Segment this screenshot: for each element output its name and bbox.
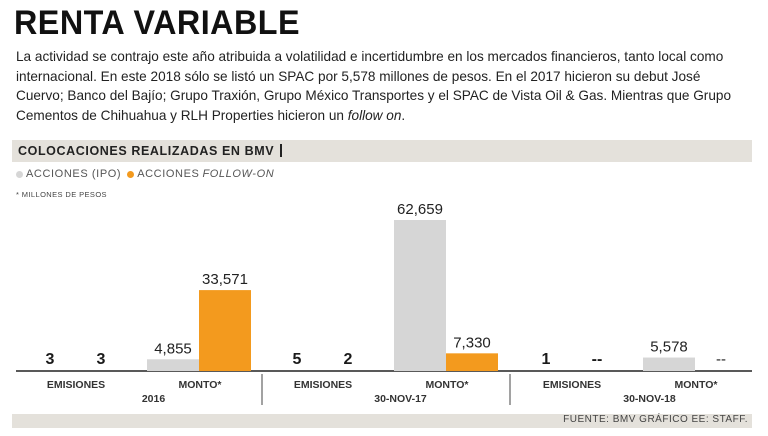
units-note: * MILLONES DE PESOS <box>16 190 107 199</box>
legend-item-follow-on: ACCIONES FOLLOW-ON <box>127 168 274 180</box>
legend-swatch-follow-on <box>127 170 135 178</box>
value-label-ipo: 62,659 <box>397 201 443 218</box>
value-label-follow-on: 7,330 <box>453 334 491 351</box>
legend-label-ipo: ACCIONES (IPO) <box>26 168 122 180</box>
value-label-follow-on: 33,571 <box>202 271 248 288</box>
emisiones-count-ipo: 1 <box>542 351 551 368</box>
category-label-emisiones: EMISIONES <box>543 379 601 391</box>
emisiones-count-ipo: 5 <box>293 351 302 368</box>
bar-follow-on <box>446 353 498 371</box>
section-header: COLOCACIONES REALIZADAS EN BMV <box>18 144 282 158</box>
legend-item-ipo: ACCIONES (IPO) <box>16 168 121 180</box>
bar-ipo <box>394 220 446 371</box>
intro-text-end: . <box>401 107 406 123</box>
section-header-text: COLOCACIONES REALIZADAS EN BMV <box>18 144 275 158</box>
emisiones-count-follow-on: 2 <box>344 351 353 368</box>
intro-paragraph: La actividad se contrajo este año atribu… <box>16 47 746 125</box>
intro-text: La actividad se contrajo este año atribu… <box>16 49 732 123</box>
emisiones-count-follow-on: -- <box>592 351 603 368</box>
value-label-ipo: 5,578 <box>650 339 688 356</box>
period-label: 2016 <box>142 393 166 405</box>
legend-label-follow-on-italic: FOLLOW-ON <box>202 168 275 180</box>
header-cursor-mark <box>280 144 282 157</box>
emisiones-count-ipo: 3 <box>46 351 55 368</box>
section-header-bar: COLOCACIONES REALIZADAS EN BMV <box>12 140 752 162</box>
legend-swatch-ipo <box>16 170 23 178</box>
intro-italic-term: follow on <box>347 107 402 123</box>
bar-ipo <box>147 359 199 371</box>
bar-ipo <box>643 357 695 371</box>
chart-legend: ACCIONES (IPO) ACCIONES FOLLOW-ON <box>16 168 280 180</box>
bar-follow-on <box>199 290 251 371</box>
legend-label-follow-on-prefix: ACCIONES <box>137 168 200 180</box>
period-label: 30-NOV-18 <box>623 393 676 405</box>
category-label-monto: MONTO* <box>179 379 223 391</box>
source-note: FUENTE: BMV GRÁFICO EE: STAFF. <box>563 414 748 425</box>
value-label-ipo: 4,855 <box>154 340 192 357</box>
footer-band <box>12 414 752 428</box>
emisiones-count-follow-on: 3 <box>97 351 106 368</box>
category-label-emisiones: EMISIONES <box>47 379 105 391</box>
category-label-monto: MONTO* <box>426 379 470 391</box>
page-title: RENTA VARIABLE <box>14 4 300 42</box>
category-label-emisiones: EMISIONES <box>294 379 352 391</box>
period-label: 30-NOV-17 <box>374 393 427 405</box>
category-label-monto: MONTO* <box>675 379 719 391</box>
value-label-follow-on: -- <box>716 351 726 368</box>
